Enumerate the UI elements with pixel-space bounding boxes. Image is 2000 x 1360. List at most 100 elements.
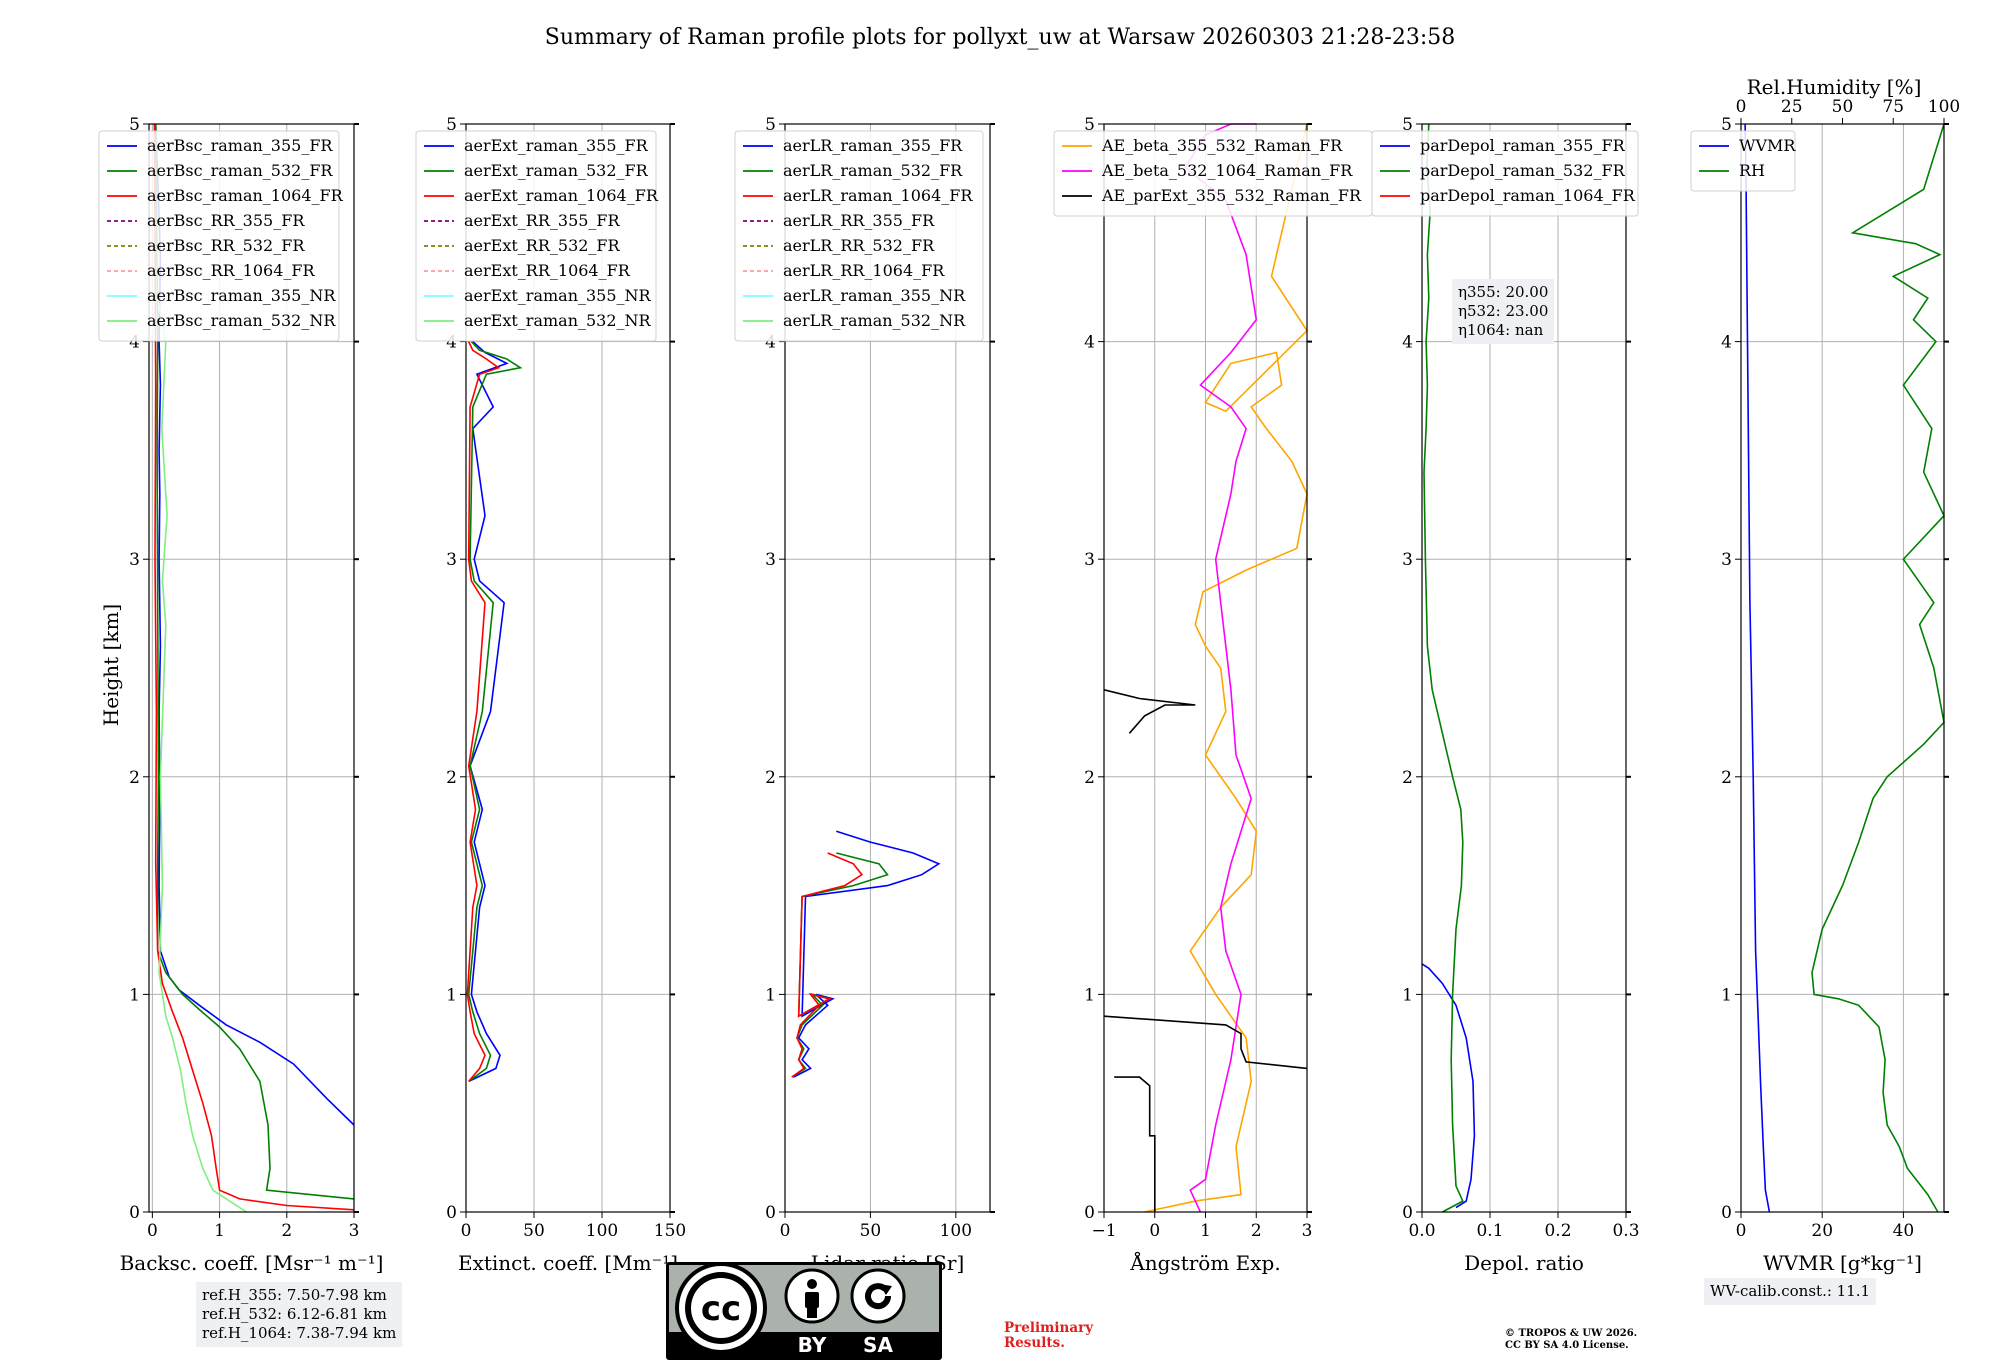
x2-tick-label: 75 xyxy=(1882,97,1904,117)
x-tick-label: 0 xyxy=(780,1221,791,1241)
eta-annotation: η355: 20.00 η532: 23.00 η1064: nan xyxy=(1452,279,1555,344)
y-tick-label: 4 xyxy=(446,333,457,353)
x-tick-label: 1 xyxy=(214,1221,225,1241)
y-tick-label: 0 xyxy=(1402,1203,1413,1223)
y-tick-label: 4 xyxy=(129,333,140,353)
y-tick-label: 5 xyxy=(765,115,776,135)
x-tick-label: 150 xyxy=(654,1221,686,1241)
legend-entry: RH xyxy=(1739,161,1765,180)
legend-entry: aerExt_raman_355_FR xyxy=(464,136,649,155)
y-tick-label: 1 xyxy=(1084,985,1095,1005)
x-tick-label: 1 xyxy=(1200,1221,1211,1241)
copyright-note: © TROPOS & UW 2026. CC BY SA 4.0 License… xyxy=(1505,1328,1637,1352)
ref-h-1064-line: ref.H_1064: 7.38-7.94 km xyxy=(202,1324,397,1342)
y-tick-label: 1 xyxy=(129,985,140,1005)
series-parDepol_raman_355_FR xyxy=(1421,963,1476,1209)
x-tick-label: 0 xyxy=(461,1221,472,1241)
legend-entry: aerLR_RR_355_FR xyxy=(783,211,935,230)
y-tick-label: 0 xyxy=(765,1203,776,1223)
share-alike-icon xyxy=(850,1268,906,1324)
series-aerLR_raman_1064_FR xyxy=(791,852,864,1078)
cc-by-label: BY xyxy=(798,1333,827,1357)
legend-box xyxy=(98,130,340,342)
preliminary-line-2: Results. xyxy=(1004,1335,1065,1351)
series-aerBsc_raman_532_FR xyxy=(154,123,355,1200)
legend: AE_beta_355_532_Raman_FR AE_beta_532_1064… xyxy=(1053,130,1373,217)
series-AE_parExt_355_532_Raman_FR_b xyxy=(1103,1015,1308,1070)
legend-entry: aerBsc_raman_532_NR xyxy=(147,311,336,330)
x-tick-label: 0 xyxy=(1736,1221,1747,1241)
x-axis-label: Backsc. coeff. [Msr⁻¹ m⁻¹] xyxy=(120,1251,384,1275)
legend-entry: parDepol_raman_532_FR xyxy=(1420,161,1626,180)
plot-frame xyxy=(148,123,355,1213)
y-tick-label: 2 xyxy=(1084,768,1095,788)
plot-frame xyxy=(784,123,991,1213)
x-tick-label: 50 xyxy=(523,1221,545,1241)
x-tick-label: −1 xyxy=(1091,1221,1116,1241)
y-tick-label: 3 xyxy=(1402,550,1413,570)
rh-axis-label: Rel.Humidity [%] xyxy=(1747,75,1922,99)
y-tick-label: 0 xyxy=(446,1203,457,1223)
legend-entry: aerExt_raman_1064_FR xyxy=(464,186,659,205)
y-tick-label: 4 xyxy=(1084,333,1095,353)
legend-entry: aerLR_RR_532_FR xyxy=(783,236,935,255)
legend-entry: aerExt_RR_355_FR xyxy=(464,211,621,230)
series-aerBsc_raman_532_NR xyxy=(156,297,247,1213)
legend-box xyxy=(1371,130,1639,217)
y-tick-label: 2 xyxy=(765,768,776,788)
x2-tick-label: 25 xyxy=(1781,97,1803,117)
cc-logo-text: cc xyxy=(701,1289,741,1329)
series-aerBsc_raman_355_FR xyxy=(154,123,355,1126)
y-axis-label: Height [km] xyxy=(99,604,123,726)
legend: aerExt_raman_355_FR aerExt_raman_532_FRae… xyxy=(415,130,659,342)
ref-h-532-line: ref.H_532: 6.12-6.81 km xyxy=(202,1305,387,1323)
y-tick-label: 1 xyxy=(765,985,776,1005)
x-tick-label: 40 xyxy=(1893,1221,1915,1241)
y-tick-label: 5 xyxy=(1721,115,1732,135)
legend-entry: parDepol_raman_355_FR xyxy=(1420,136,1626,155)
legend-entry: parDepol_raman_1064_FR xyxy=(1420,186,1636,205)
panel-lidar_ratio: 050100012345Lidar ratio [Sr]aerLR_raman_… xyxy=(734,115,995,1275)
eta-532-line: η532: 23.00 xyxy=(1458,302,1549,320)
preliminary-line-1: Preliminary xyxy=(1004,1320,1094,1336)
copyright-line-2: CC BY SA 4.0 License. xyxy=(1505,1340,1629,1351)
y-tick-label: 5 xyxy=(129,115,140,135)
series-AE_parExt_355_532_Raman_FR xyxy=(1114,1076,1156,1212)
legend-entry: aerLR_raman_532_FR xyxy=(783,161,963,180)
y-tick-label: 3 xyxy=(446,550,457,570)
x2-tick-label: 50 xyxy=(1832,97,1854,117)
legend-entry: AE_beta_532_1064_Raman_FR xyxy=(1101,161,1353,180)
legend-entry: aerBsc_RR_532_FR xyxy=(147,236,305,255)
series-aerExt_raman_532_FR xyxy=(467,341,523,1083)
y-tick-label: 1 xyxy=(1721,985,1732,1005)
y-tick-label: 1 xyxy=(446,985,457,1005)
x-tick-label: 50 xyxy=(860,1221,882,1241)
panel-extinction: 0 50 100 150 0 1 2 3 4 5 Extinct. coeff. [Mm⁻¹] aer… xyxy=(415,115,686,1275)
y-tick-label: 2 xyxy=(1721,768,1732,788)
figure-title: Summary of Raman profile plots for polly… xyxy=(545,25,1455,50)
legend-entry: aerExt_raman_355_NR xyxy=(464,286,652,305)
x-axis-label: Depol. ratio xyxy=(1464,1251,1584,1275)
legend-entry: aerExt_raman_532_FR xyxy=(464,161,649,180)
y-tick-label: 2 xyxy=(1402,768,1413,788)
series-AE_parExt_355_532_Raman_FR_c xyxy=(1103,689,1196,734)
y-tick-label: 2 xyxy=(129,768,140,788)
legend-entry: aerExt_raman_532_NR xyxy=(464,311,652,330)
y-tick-label: 3 xyxy=(129,550,140,570)
y-tick-label: 1 xyxy=(1402,985,1413,1005)
series-RH xyxy=(1811,123,1945,1213)
x-tick-label: 100 xyxy=(586,1221,618,1241)
x-tick-label: 20 xyxy=(1811,1221,1833,1241)
y-tick-label: 4 xyxy=(765,333,776,353)
legend-entry: aerExt_RR_1064_FR xyxy=(464,261,631,280)
legend: parDepol_raman_355_FR parDepol_raman_532_… xyxy=(1371,130,1639,217)
series-WVMR xyxy=(1744,123,1771,1213)
panel-backscatter: 0 1 2 3 0 1 2 3 4 5 Backsc. coeff. [Msr⁻¹ m⁻¹] aerB… xyxy=(98,115,384,1275)
x-tick-label: 0.0 xyxy=(1408,1221,1435,1241)
cc-by-sa-license-logo: cc BY SA xyxy=(666,1262,942,1360)
y-tick-label: 3 xyxy=(765,550,776,570)
legend-entry: AE_beta_355_532_Raman_FR xyxy=(1101,136,1343,155)
plot-frame xyxy=(465,123,671,1213)
x2-tick-label: 0 xyxy=(1736,97,1747,117)
